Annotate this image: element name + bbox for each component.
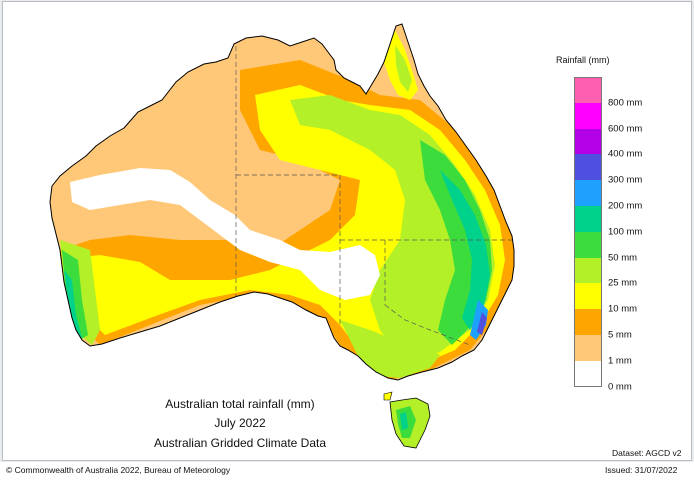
legend-swatch [574,360,602,387]
state-borders [235,30,514,346]
issued-date: Issued: 31/07/2022 [605,465,678,475]
legend-swatch [574,77,602,103]
legend-swatch [574,102,602,129]
legend-label: 300 mm [608,174,643,186]
legend-label: 0 mm [608,381,632,393]
legend-swatch [574,206,602,232]
legend-label: 25 mm [608,277,638,289]
legend-label: 200 mm [608,200,643,212]
map-period: July 2022 [214,416,266,430]
footer-bar [0,462,694,483]
king-island [383,391,393,401]
legend-swatch [574,335,602,361]
map-title: Australian total rainfall (mm) [165,397,315,411]
legend-label: 50 mm [608,252,638,264]
legend-swatch [574,309,602,335]
legend-label: 10 mm [608,303,638,315]
legend-swatch [574,128,602,155]
legend-swatch [574,154,602,181]
copyright-text: © Commonwealth of Australia 2022, Bureau… [6,465,231,475]
legend-swatch [574,180,602,206]
legend-label: 600 mm [608,123,643,135]
legend-swatch [574,283,602,310]
legend-label: 1 mm [608,355,632,367]
legend-label: 100 mm [608,226,643,238]
legend-label: 5 mm [608,329,632,341]
legend-title: Rainfall (mm) [556,55,610,65]
tasmania-core-zone [400,412,408,430]
legend-swatch [574,257,602,284]
legend-swatch [574,231,602,258]
legend-label: 400 mm [608,148,643,160]
dataset-label: Dataset: AGCD v2 [612,448,682,458]
rainfall-zones [50,24,514,380]
legend-label: 800 mm [608,97,643,109]
map-source-label: Australian Gridded Climate Data [153,436,327,450]
